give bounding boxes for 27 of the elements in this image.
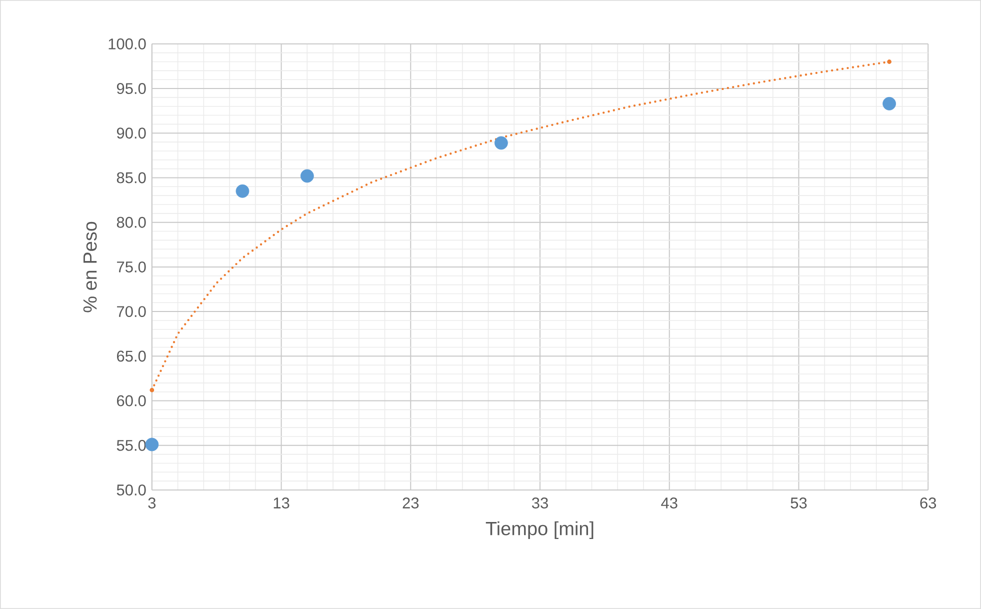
y-tick-label: 50.0: [116, 484, 146, 496]
point: [300, 169, 314, 183]
point: [494, 136, 508, 150]
y-tick-label: 100.0: [108, 38, 146, 50]
x-tick-label: 13: [274, 498, 290, 509]
y-tick-label: 65.0: [117, 350, 146, 362]
y-tick-label: 95.0: [116, 83, 146, 94]
y-tick-label: 80.0: [116, 216, 146, 228]
point: [887, 60, 892, 64]
y-tick-label: 85.0: [116, 172, 146, 184]
y-tick-label: 90.0: [116, 128, 146, 139]
y-axis-title: % en Peso: [83, 222, 97, 312]
x-tick-label: 63: [920, 498, 936, 509]
y-tick-label: 60.0: [117, 395, 146, 406]
x-tick-label: 43: [661, 498, 678, 509]
x-tick-label: 23: [402, 498, 419, 509]
y-tick-label: 55.0: [116, 440, 146, 451]
x-tick-label: 53: [790, 498, 807, 509]
point: [145, 438, 159, 452]
x-tick-label: 3: [148, 498, 156, 509]
x-axis-title: Tiempo [min]: [486, 521, 594, 540]
point: [150, 388, 154, 392]
point: [236, 184, 250, 198]
y-tick-label: 75.0: [117, 261, 146, 272]
y-tick-label: 70.0: [117, 306, 146, 318]
x-tick-label: 33: [532, 498, 548, 509]
point: [882, 97, 896, 110]
